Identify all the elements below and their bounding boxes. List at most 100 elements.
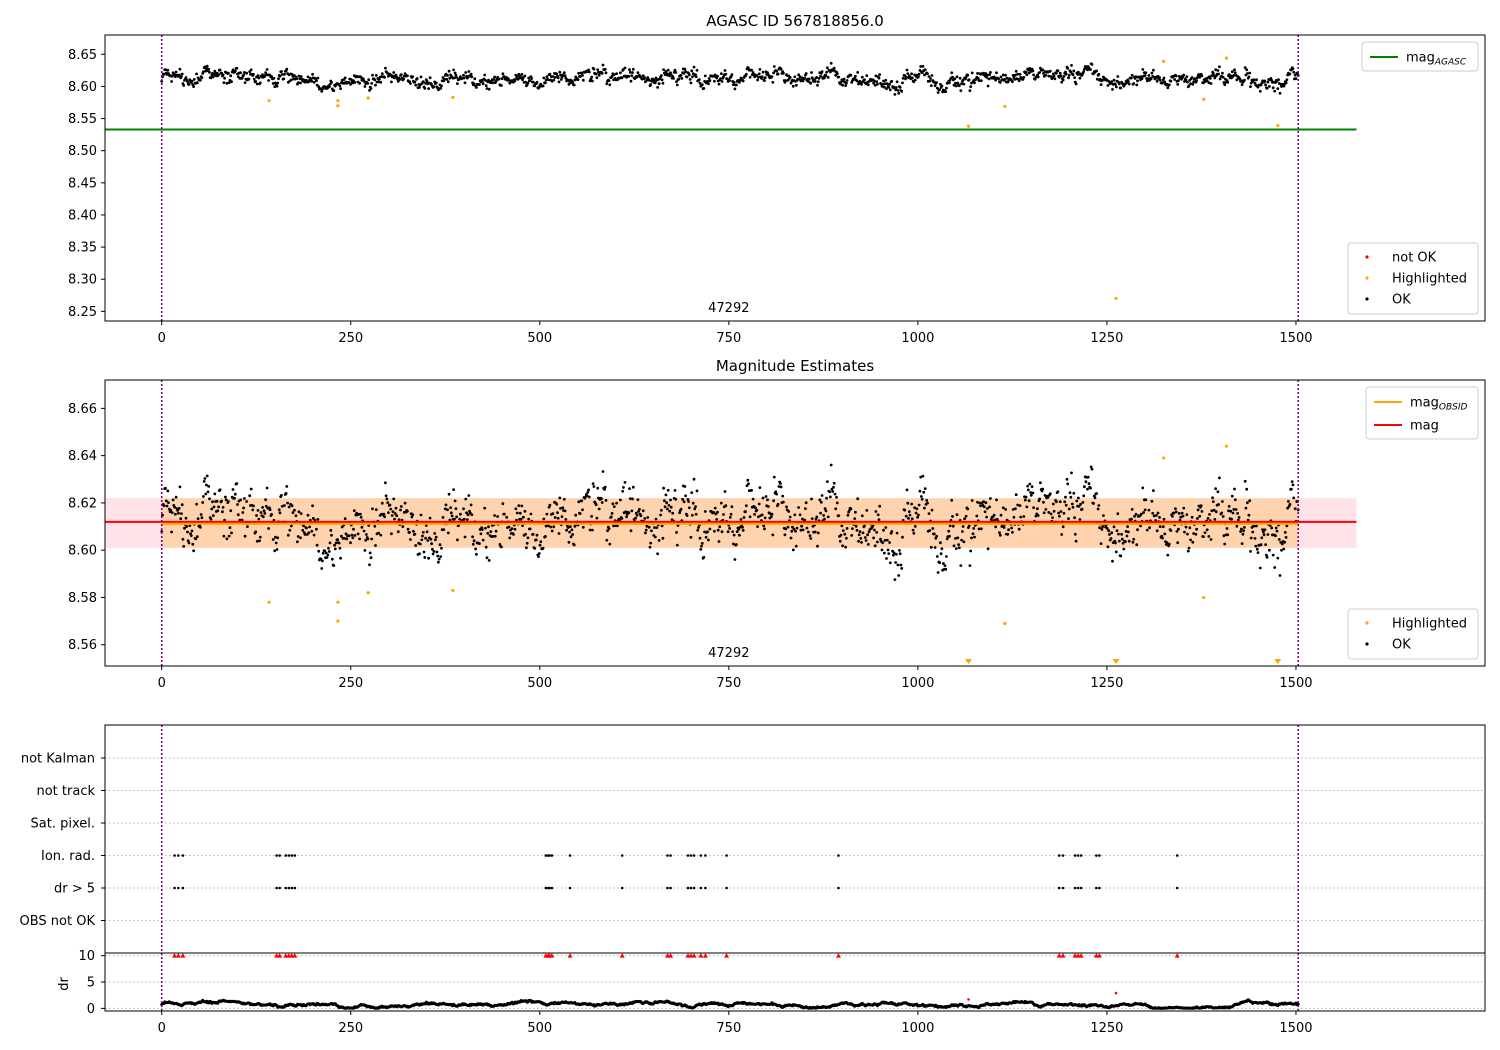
- ok-point: [708, 527, 712, 531]
- ok-point: [199, 525, 202, 529]
- ok-point: [306, 75, 310, 79]
- ok-point: [403, 501, 407, 505]
- ok-point: [1095, 492, 1098, 495]
- agasc-panel: AGASC ID 567818856.0 0 250 500 750 1000 1250 1…: [68, 12, 1486, 346]
- ok-point: [423, 87, 427, 90]
- ok-point: [647, 78, 651, 82]
- ok-point: [904, 75, 908, 79]
- ok-point: [804, 72, 808, 75]
- highlighted-point: [366, 96, 370, 100]
- ok-point: [186, 80, 189, 83]
- ok-point: [810, 517, 814, 520]
- ok-point: [674, 497, 678, 501]
- ok-point: [1213, 518, 1217, 521]
- ok-point: [588, 528, 592, 532]
- ok-point: [680, 77, 684, 80]
- highlighted-point: [966, 124, 971, 128]
- ok-point: [229, 509, 233, 513]
- highlighted-point: [451, 588, 455, 592]
- ok-point: [1021, 78, 1025, 81]
- ok-point: [913, 525, 917, 528]
- ok-point: [923, 487, 927, 490]
- ok-point: [327, 85, 331, 89]
- ok-point: [753, 513, 756, 516]
- ok-point: [484, 84, 488, 87]
- ok-point: [330, 557, 334, 561]
- x-tick-label: 250: [338, 676, 363, 691]
- ok-point: [959, 564, 963, 567]
- ok-point: [507, 525, 511, 529]
- ok-point: [874, 510, 878, 513]
- ok-point: [411, 75, 415, 79]
- ok-point: [659, 513, 662, 517]
- ok-point: [845, 527, 849, 530]
- ok-point: [1105, 527, 1109, 530]
- ok-point: [1203, 531, 1207, 534]
- ok-point: [824, 74, 828, 78]
- highlighted-point: [366, 591, 370, 595]
- ok-point: [818, 498, 822, 502]
- ok-point: [729, 75, 733, 79]
- ok-point: [262, 509, 266, 513]
- ok-point: [668, 509, 672, 513]
- ok-point: [276, 81, 280, 85]
- ok-point: [1273, 566, 1277, 569]
- ok-point: [406, 74, 409, 78]
- ok-point: [587, 70, 591, 74]
- ok-point: [793, 75, 797, 79]
- ok-point: [662, 486, 665, 490]
- dr-not-ok-marker: [175, 953, 181, 958]
- ok-point: [195, 502, 199, 506]
- ok-point: [453, 499, 457, 503]
- ok-point: [390, 80, 393, 84]
- ok-point: [241, 511, 245, 514]
- ok-point: [820, 494, 824, 497]
- ok-point: [1173, 78, 1176, 81]
- ok-point: [841, 544, 844, 548]
- ok-point: [667, 504, 671, 507]
- ok-point: [1002, 526, 1006, 529]
- ok-point: [1152, 68, 1155, 72]
- ok-point: [223, 518, 227, 522]
- ok-point: [358, 537, 361, 541]
- ok-point: [669, 498, 672, 502]
- ok-point: [1229, 74, 1233, 78]
- ok-point: [631, 71, 634, 74]
- ok-point: [255, 82, 259, 86]
- ok-point: [1181, 514, 1185, 518]
- ok-point: [819, 511, 822, 515]
- ok-point: [371, 507, 374, 511]
- ok-point: [787, 510, 791, 513]
- ok-point: [1260, 536, 1264, 540]
- ok-point: [249, 68, 253, 72]
- ok-point: [1248, 71, 1252, 75]
- ok-point: [873, 528, 876, 532]
- ok-point: [564, 518, 568, 521]
- ok-point: [557, 80, 561, 84]
- ok-point: [368, 89, 371, 92]
- ok-point: [1208, 77, 1212, 80]
- ok-point: [311, 504, 314, 508]
- ok-point: [1059, 510, 1063, 513]
- ok-point: [1243, 66, 1247, 70]
- ok-point: [892, 551, 896, 555]
- ok-point: [618, 518, 622, 522]
- ok-point: [871, 524, 875, 528]
- ok-point: [892, 553, 895, 557]
- ok-point: [1135, 543, 1139, 547]
- ok-point: [698, 81, 702, 85]
- ok-point: [607, 79, 611, 82]
- ok-point: [928, 79, 932, 83]
- ok-point: [791, 548, 795, 552]
- ok-point: [784, 527, 788, 531]
- ok-point: [383, 515, 386, 519]
- ok-point: [838, 539, 842, 543]
- ok-point: [527, 517, 531, 521]
- ok-point: [596, 68, 600, 71]
- ok-point: [697, 526, 700, 529]
- ok-point: [446, 74, 449, 77]
- ok-point: [994, 78, 998, 82]
- ok-point: [772, 71, 775, 75]
- ok-point: [1213, 76, 1217, 80]
- ok-point: [1120, 537, 1124, 541]
